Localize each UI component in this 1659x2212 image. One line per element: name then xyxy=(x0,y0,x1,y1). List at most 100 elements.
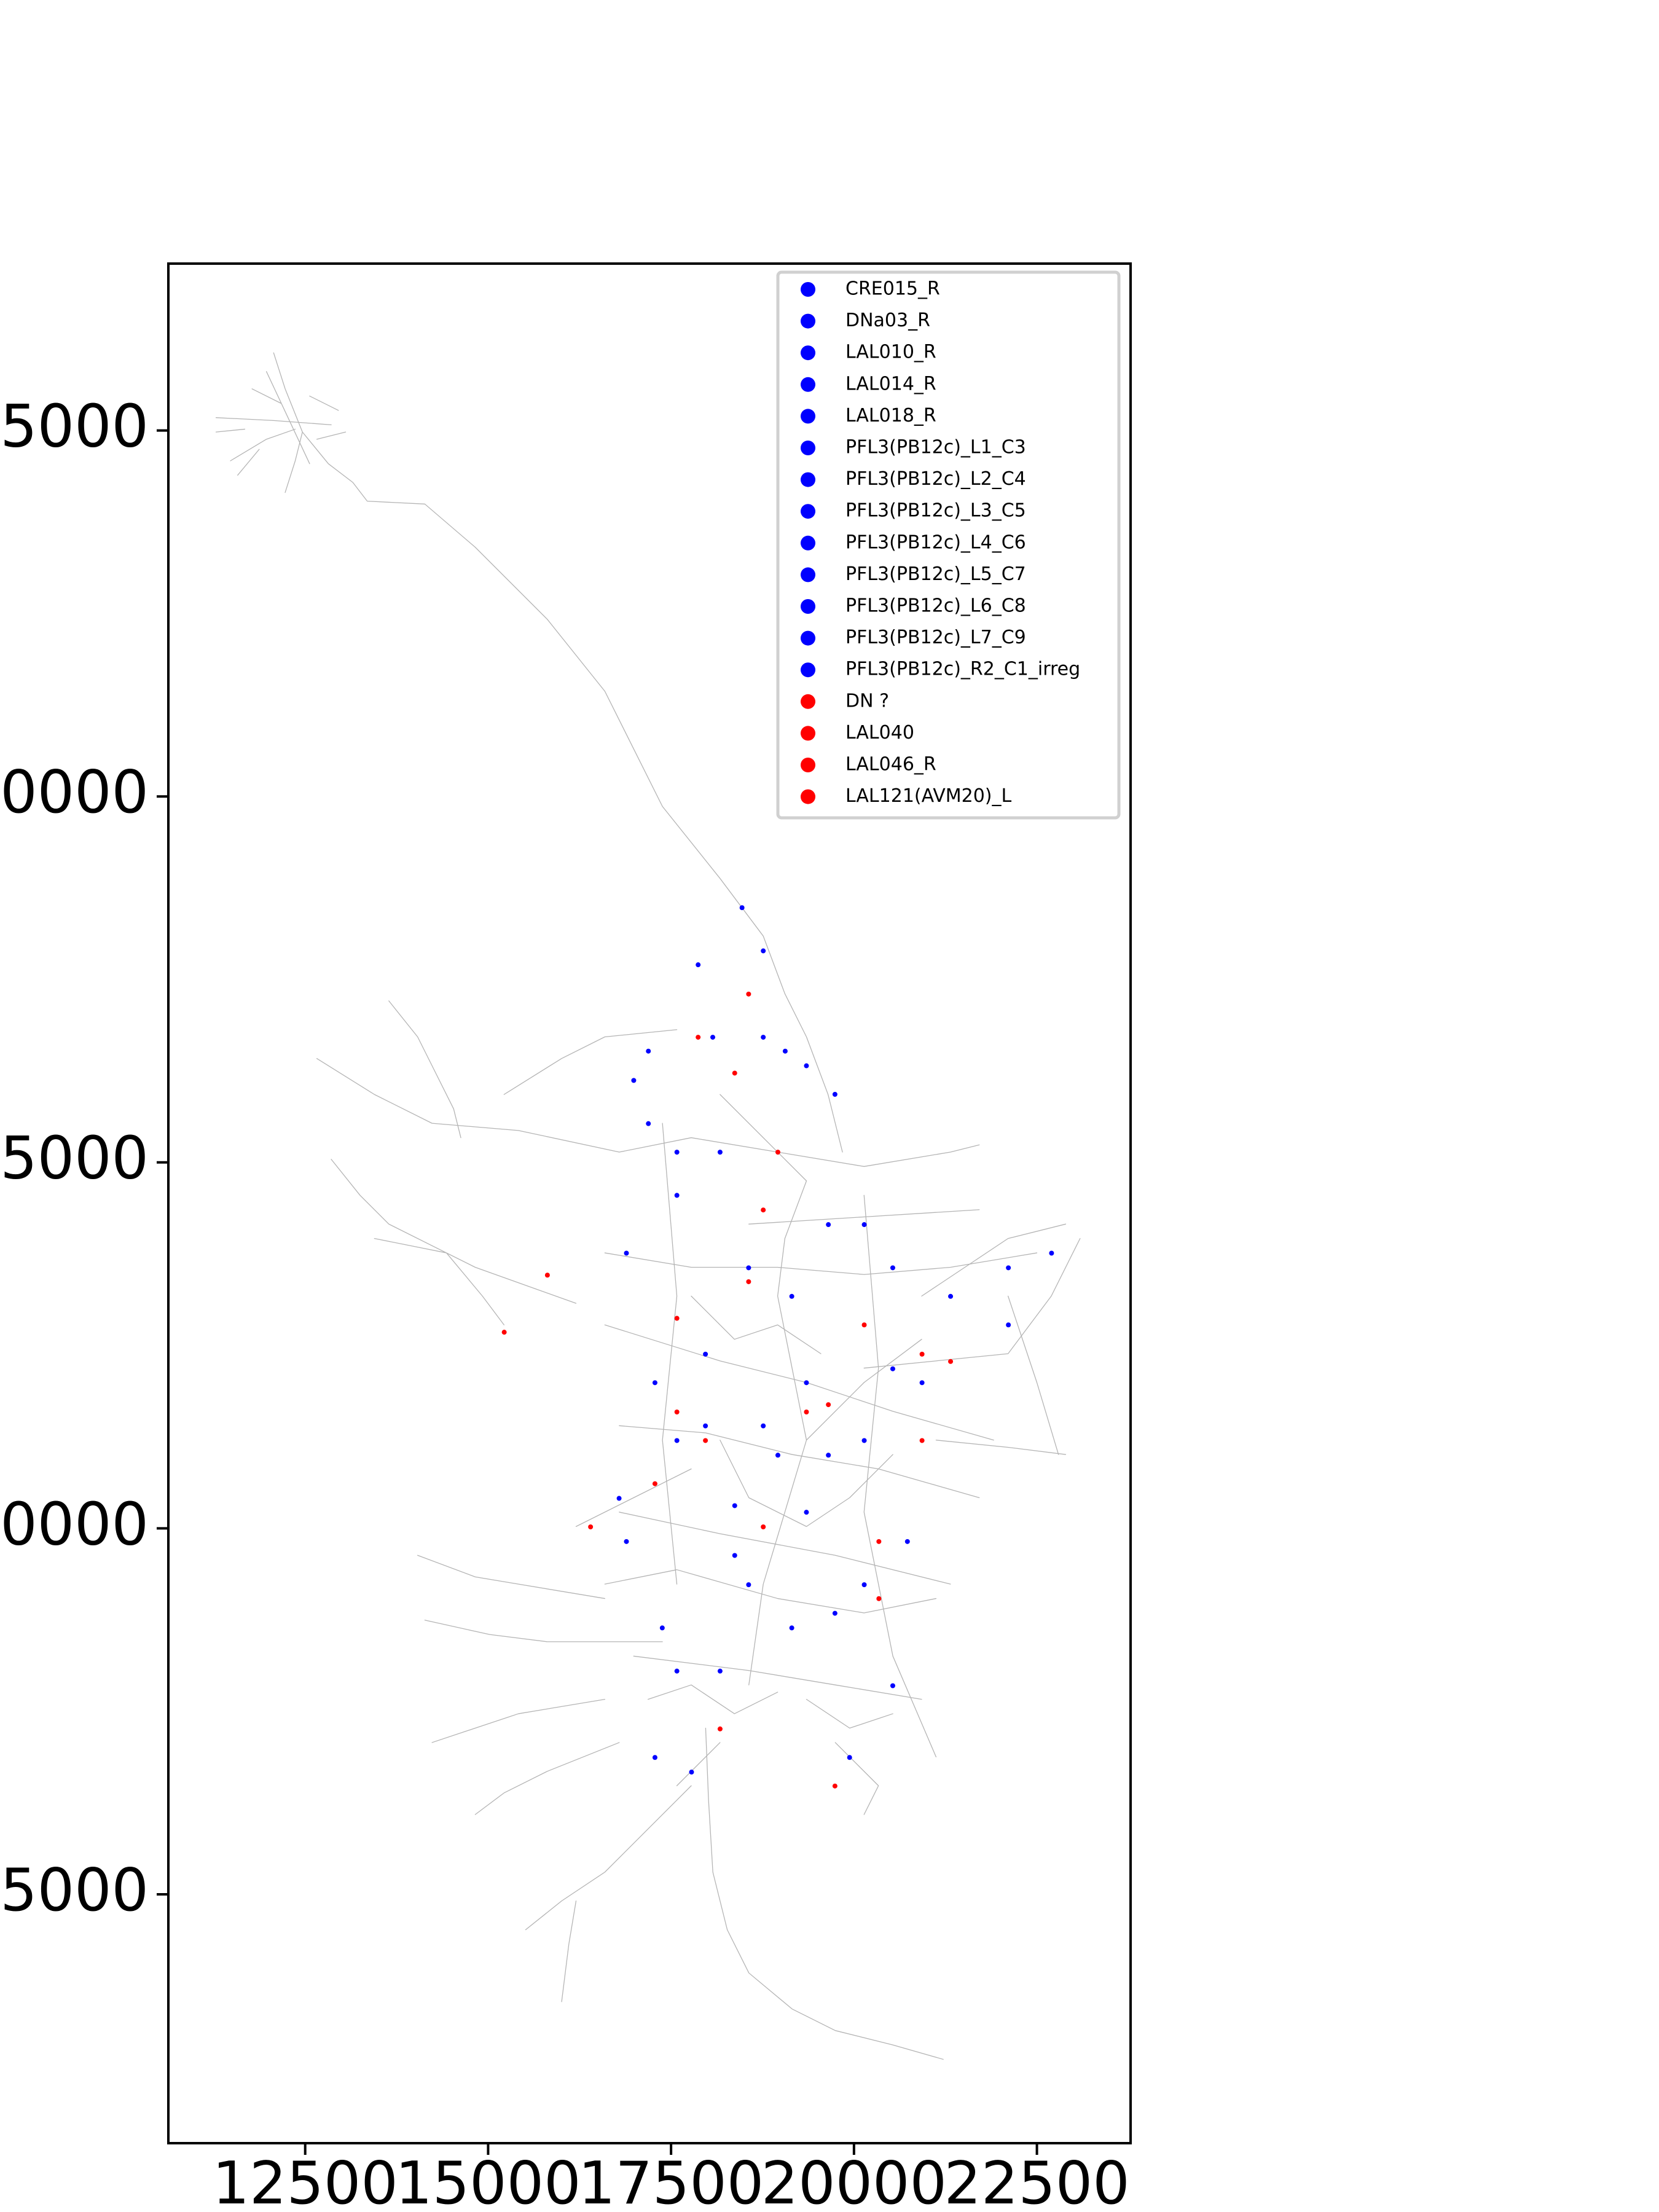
plot-frame xyxy=(167,262,1132,2144)
legend-box xyxy=(776,270,1121,820)
synapse-point xyxy=(890,1683,895,1688)
legend-label: PFL3(PB12c)_L4_C6 xyxy=(845,531,1026,553)
legend-marker xyxy=(801,694,815,709)
synapse-point xyxy=(890,1265,895,1271)
synapse-point xyxy=(761,948,766,954)
legend-label: DNa03_R xyxy=(845,310,930,331)
synapse-point xyxy=(861,1438,867,1443)
synapse-point xyxy=(732,1553,737,1558)
legend-marker xyxy=(801,345,815,361)
synapse-point xyxy=(616,1496,622,1501)
synapse-point xyxy=(674,1409,680,1414)
legend-label: DN ? xyxy=(845,690,889,712)
legend-marker xyxy=(801,313,815,329)
synapse-point xyxy=(717,1150,723,1155)
synapse-point xyxy=(804,1063,809,1069)
synapse-point xyxy=(804,1380,809,1386)
legend-label: PFL3(PB12c)_L1_C3 xyxy=(845,437,1026,458)
x-tick-label: 12500 xyxy=(213,2150,398,2212)
x-tick-label: 15000 xyxy=(395,2150,581,2212)
synapse-point xyxy=(732,1503,737,1508)
synapse-point xyxy=(652,1481,657,1486)
legend-label: PFL3(PB12c)_R2_C1_irreg xyxy=(845,659,1080,680)
legend-label: PFL3(PB12c)_L6_C8 xyxy=(845,595,1026,617)
synapse-point xyxy=(775,1453,780,1458)
synapse-point xyxy=(703,1351,708,1357)
synapse-point xyxy=(717,1726,723,1732)
synapse-point xyxy=(674,1438,680,1443)
synapse-point xyxy=(746,991,751,997)
synapse-point xyxy=(847,1755,852,1760)
synapse-point xyxy=(804,1409,809,1414)
legend-marker xyxy=(801,377,815,392)
synapse-point xyxy=(689,1770,694,1775)
synapse-point xyxy=(761,1207,766,1213)
synapse-point xyxy=(1006,1322,1011,1328)
synapse-point xyxy=(832,1092,837,1097)
legend-label: LAL018_R xyxy=(845,405,936,426)
synapse-point xyxy=(775,1150,780,1155)
synapse-point xyxy=(890,1366,895,1371)
legend-label: LAL121(AVM20)_L xyxy=(845,785,1011,807)
legend-marker xyxy=(801,599,815,614)
synapse-point xyxy=(696,962,701,968)
x-tick-label: 17500 xyxy=(578,2150,764,2212)
synapse-point xyxy=(696,1035,701,1040)
legend-label: LAL010_R xyxy=(845,342,936,363)
synapse-point xyxy=(588,1524,594,1530)
synapse-point xyxy=(631,1078,637,1083)
synapse-point xyxy=(659,1625,665,1631)
y-tick-label: 30000 xyxy=(0,1491,149,1558)
synapse-point xyxy=(746,1265,751,1271)
y-tick-label: 15000 xyxy=(0,393,149,460)
synapse-point xyxy=(674,1193,680,1198)
synapse-point xyxy=(782,1048,788,1054)
synapse-point xyxy=(652,1380,657,1386)
synapse-point xyxy=(732,1070,737,1076)
synapse-point xyxy=(861,1222,867,1228)
synapse-point xyxy=(674,1668,680,1674)
synapse-point xyxy=(832,1610,837,1616)
synapse-point xyxy=(904,1539,910,1544)
synapse-point xyxy=(624,1539,629,1544)
legend-marker xyxy=(801,504,815,519)
synapse-point xyxy=(804,1510,809,1515)
legend-marker xyxy=(801,758,815,772)
synapse-point xyxy=(544,1273,550,1278)
synapse-point xyxy=(789,1293,794,1299)
synapse-point xyxy=(826,1402,831,1408)
synapse-point xyxy=(861,1582,867,1588)
legend-label: LAL014_R xyxy=(845,373,936,394)
synapse-point xyxy=(1049,1250,1054,1256)
legend-label: PFL3(PB12c)_L3_C5 xyxy=(845,500,1026,522)
synapse-point xyxy=(739,905,745,911)
synapse-point xyxy=(646,1048,651,1054)
legend-label: LAL046_R xyxy=(845,754,936,775)
synapse-point xyxy=(746,1582,751,1588)
synapse-point xyxy=(761,1524,766,1530)
synapse-point xyxy=(746,1279,751,1284)
synapse-point xyxy=(674,1316,680,1321)
synapse-point xyxy=(861,1322,867,1328)
synapse-point xyxy=(717,1668,723,1674)
legend-marker xyxy=(801,567,815,582)
synapse-point xyxy=(703,1438,708,1443)
y-tick-label: 35000 xyxy=(0,1857,149,1924)
legend-marker xyxy=(801,535,815,551)
legend-marker xyxy=(801,662,815,678)
synapse-point xyxy=(1006,1265,1011,1271)
synapse-point xyxy=(761,1423,766,1429)
synapse-point xyxy=(646,1121,651,1126)
legend-label: LAL040 xyxy=(845,722,914,743)
synapse-point xyxy=(789,1625,794,1631)
legend-marker xyxy=(801,726,815,741)
synapse-point xyxy=(919,1380,925,1386)
synapse-point xyxy=(832,1783,837,1789)
synapse-point xyxy=(948,1359,954,1364)
legend: CRE015_R DNa03_R LAL010_R LAL014_R LAL018_R P… xyxy=(776,270,1121,820)
synapse-point xyxy=(919,1438,925,1443)
legend-marker xyxy=(801,441,815,455)
synapse-point xyxy=(652,1755,657,1760)
synapse-point xyxy=(703,1423,708,1429)
